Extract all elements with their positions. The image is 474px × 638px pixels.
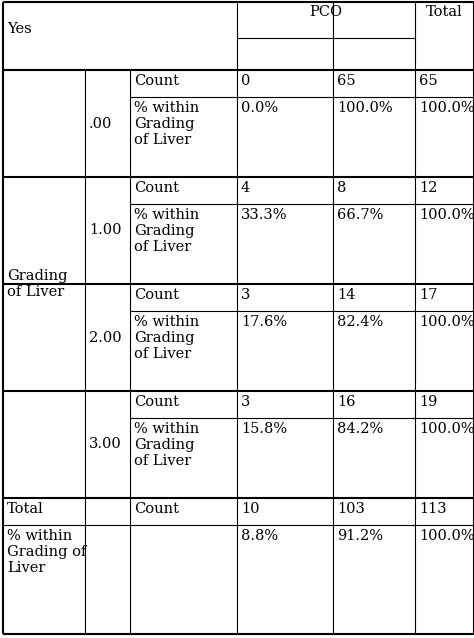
Text: 2.00: 2.00: [89, 330, 122, 345]
Text: 0: 0: [241, 74, 250, 88]
Text: 14: 14: [337, 288, 356, 302]
Text: 100.0%: 100.0%: [419, 422, 474, 436]
Text: % within
Grading of
Liver: % within Grading of Liver: [7, 529, 86, 575]
Text: % within
Grading
of Liver: % within Grading of Liver: [134, 422, 199, 468]
Text: 3.00: 3.00: [89, 438, 122, 452]
Text: Total: Total: [7, 502, 44, 516]
Text: Yes: Yes: [7, 22, 32, 36]
Text: % within
Grading
of Liver: % within Grading of Liver: [134, 101, 199, 147]
Text: 3: 3: [241, 288, 250, 302]
Text: 66.7%: 66.7%: [337, 208, 383, 222]
Text: Count: Count: [134, 288, 179, 302]
Text: 1.00: 1.00: [89, 223, 121, 237]
Text: PCO: PCO: [310, 5, 343, 19]
Text: Count: Count: [134, 502, 179, 516]
Text: 33.3%: 33.3%: [241, 208, 288, 222]
Text: 100.0%: 100.0%: [337, 101, 392, 115]
Text: Grading
of Liver: Grading of Liver: [7, 269, 67, 299]
Text: .00: .00: [89, 117, 112, 131]
Text: 0.0%: 0.0%: [241, 101, 278, 115]
Text: 8: 8: [337, 181, 346, 195]
Text: 103: 103: [337, 502, 365, 516]
Text: Total: Total: [426, 5, 463, 19]
Text: 113: 113: [419, 502, 447, 516]
Text: 84.2%: 84.2%: [337, 422, 383, 436]
Text: 10: 10: [241, 502, 259, 516]
Text: 17: 17: [419, 288, 438, 302]
Text: 15.8%: 15.8%: [241, 422, 287, 436]
Text: 3: 3: [241, 395, 250, 409]
Text: 17.6%: 17.6%: [241, 315, 287, 329]
Text: 100.0%: 100.0%: [419, 315, 474, 329]
Text: 16: 16: [337, 395, 356, 409]
Text: 100.0%: 100.0%: [419, 529, 474, 543]
Text: % within
Grading
of Liver: % within Grading of Liver: [134, 208, 199, 255]
Text: Count: Count: [134, 74, 179, 88]
Text: 65: 65: [337, 74, 356, 88]
Text: Count: Count: [134, 395, 179, 409]
Text: 8.8%: 8.8%: [241, 529, 278, 543]
Text: 82.4%: 82.4%: [337, 315, 383, 329]
Text: 12: 12: [419, 181, 438, 195]
Text: 100.0%: 100.0%: [419, 101, 474, 115]
Text: 4: 4: [241, 181, 250, 195]
Text: % within
Grading
of Liver: % within Grading of Liver: [134, 315, 199, 361]
Text: Count: Count: [134, 181, 179, 195]
Text: 100.0%: 100.0%: [419, 208, 474, 222]
Text: 19: 19: [419, 395, 438, 409]
Text: 91.2%: 91.2%: [337, 529, 383, 543]
Text: 65: 65: [419, 74, 438, 88]
